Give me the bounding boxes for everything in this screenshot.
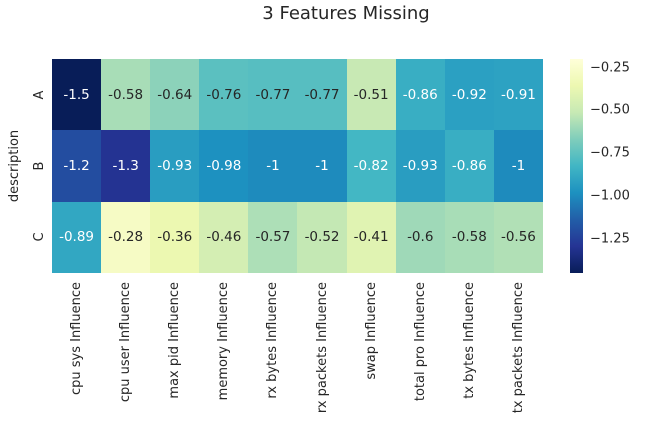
- x-tick-label: total pro Influence: [412, 282, 428, 402]
- colorbar-tick-label: −0.25: [590, 60, 630, 76]
- heatmap-cell: -0.91: [493, 59, 543, 131]
- x-tick-label: rx packets Influence: [314, 282, 330, 414]
- x-tick-label: cpu user Influence: [118, 282, 134, 403]
- heatmap-cell: -0.64: [150, 59, 200, 131]
- heatmap-cell: -0.6: [395, 201, 445, 273]
- colorbar-tick-label: −1.25: [590, 231, 630, 247]
- heatmap-cell: -0.51: [346, 59, 396, 131]
- heatmap-cell: -0.77: [248, 59, 298, 131]
- heatmap-cell: -0.76: [199, 59, 249, 131]
- heatmap-cell: -1: [248, 130, 298, 202]
- chart-title: 3 Features Missing: [262, 3, 430, 24]
- x-tick-label: cpu sys Influence: [69, 282, 85, 396]
- heatmap-cell: -0.28: [101, 201, 151, 273]
- x-tick-label: tx packets Influence: [510, 282, 526, 414]
- heatmap-cell: -1.3: [101, 130, 151, 202]
- colorbar: [570, 59, 583, 273]
- x-tick-label: rx bytes Influence: [265, 282, 281, 399]
- colorbar-tick-label: −0.50: [590, 102, 630, 118]
- colorbar-tick-label: −0.75: [590, 145, 630, 161]
- y-axis-label: description: [7, 129, 22, 203]
- x-tick-label: max pid Influence: [167, 282, 183, 399]
- heatmap-cell: -0.57: [248, 201, 298, 273]
- heatmap-cell: -0.98: [199, 130, 249, 202]
- heatmap-cell: -0.41: [346, 201, 396, 273]
- heatmap-cell: -1: [297, 130, 347, 202]
- x-tick-label: tx bytes Influence: [461, 282, 477, 399]
- heatmap-cell: -0.77: [297, 59, 347, 131]
- y-tick-label: C: [32, 232, 47, 242]
- heatmap-cell: -0.58: [101, 59, 151, 131]
- heatmap-cell: -0.89: [52, 201, 102, 273]
- heatmap-cell: -1.5: [52, 59, 102, 131]
- x-tick-label: memory Influence: [216, 282, 232, 401]
- y-tick-label: B: [32, 161, 47, 171]
- heatmap-cell: -0.93: [395, 130, 445, 202]
- colorbar-tick-label: −1.00: [590, 188, 630, 204]
- heatmap-grid: -1.5 -0.58 -0.64 -0.76 -0.77 -0.77 -0.51 -0.86-…: [52, 59, 543, 273]
- heatmap-cell: -0.82: [346, 130, 396, 202]
- heatmap-cell: -0.56: [493, 201, 543, 273]
- heatmap-cell: -0.86: [395, 59, 445, 131]
- heatmap-cell: -0.86: [444, 130, 494, 202]
- heatmap-cell: -0.58: [444, 201, 494, 273]
- heatmap-cell: -0.93: [150, 130, 200, 202]
- heatmap-cell: -0.92: [444, 59, 494, 131]
- heatmap-cell: -0.36: [150, 201, 200, 273]
- x-tick-label: swap Influence: [363, 282, 379, 380]
- heatmap-cell: -1.2: [52, 130, 102, 202]
- heatmap-cell: -0.46: [199, 201, 249, 273]
- y-tick-label: A: [32, 90, 47, 100]
- heatmap-cell: -1: [493, 130, 543, 202]
- heatmap-cell: -0.52: [297, 201, 347, 273]
